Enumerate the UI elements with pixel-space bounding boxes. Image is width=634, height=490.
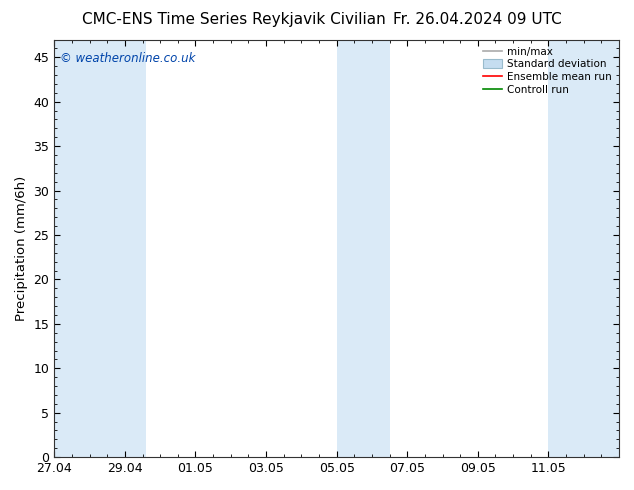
Text: © weatheronline.co.uk: © weatheronline.co.uk <box>60 52 195 65</box>
Legend: min/max, Standard deviation, Ensemble mean run, Controll run: min/max, Standard deviation, Ensemble me… <box>481 45 614 97</box>
Bar <box>125 40 146 457</box>
Bar <box>548 40 619 457</box>
Text: Fr. 26.04.2024 09 UTC: Fr. 26.04.2024 09 UTC <box>393 12 562 27</box>
Y-axis label: Precipitation (mm/6h): Precipitation (mm/6h) <box>15 176 28 321</box>
Bar <box>337 40 389 457</box>
Bar <box>55 40 125 457</box>
Text: CMC-ENS Time Series Reykjavik Civilian: CMC-ENS Time Series Reykjavik Civilian <box>82 12 386 27</box>
